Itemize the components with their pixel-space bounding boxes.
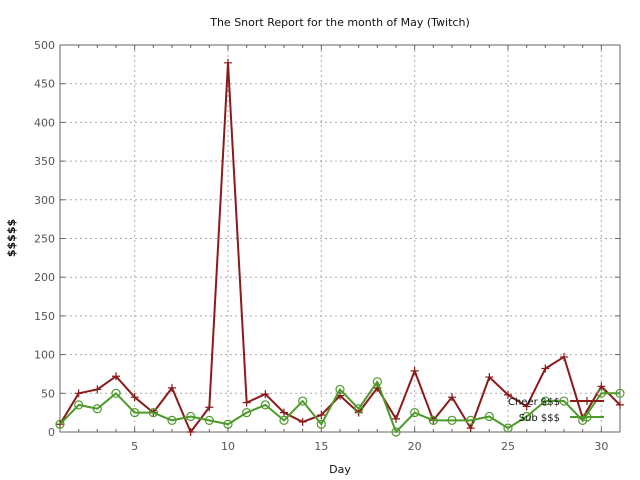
data-point xyxy=(485,373,494,382)
data-point xyxy=(428,415,438,425)
x-tick-label: 20 xyxy=(408,440,422,453)
y-tick-label: 350 xyxy=(34,155,55,168)
grid xyxy=(60,45,620,432)
data-point xyxy=(55,419,65,429)
data-point xyxy=(410,408,420,418)
data-point xyxy=(260,400,270,410)
y-tick-label: 250 xyxy=(34,233,55,246)
x-axis-title: Day xyxy=(329,463,351,476)
chart-title: The Snort Report for the month of May (T… xyxy=(209,16,470,29)
data-point xyxy=(503,423,513,433)
data-point xyxy=(560,352,568,361)
data-point xyxy=(540,396,550,406)
data-point xyxy=(298,417,307,426)
x-tick-label: 25 xyxy=(501,440,515,453)
data-point xyxy=(186,411,196,422)
legend-marker xyxy=(583,397,591,405)
y-tick-label: 150 xyxy=(34,310,55,323)
data-point xyxy=(391,427,401,437)
data-point xyxy=(112,372,120,381)
x-tick-label: 15 xyxy=(314,440,328,453)
data-point xyxy=(447,415,457,425)
data-point xyxy=(261,390,270,399)
legend: Cheer $$$ Sub $$$ xyxy=(508,397,604,424)
data-point xyxy=(466,415,476,425)
data-point xyxy=(522,411,532,422)
data-point xyxy=(372,377,382,387)
legend-label: Sub $$$ xyxy=(519,413,560,424)
data-point xyxy=(541,364,550,373)
y-tick-label: 100 xyxy=(34,349,55,362)
data-point xyxy=(205,403,214,412)
data-point xyxy=(92,404,102,414)
series-2 xyxy=(55,377,625,437)
data-point xyxy=(410,366,419,375)
data-point xyxy=(242,398,251,407)
data-point xyxy=(204,415,214,425)
y-tick-label: 300 xyxy=(34,194,55,207)
data-point xyxy=(242,408,252,418)
y-tick-label: 450 xyxy=(34,78,55,91)
data-point xyxy=(93,385,102,394)
data-point xyxy=(504,390,512,399)
y-axis: 0 50 100 150 200 250 300 350 400 450 500 xyxy=(34,39,620,439)
data-point xyxy=(74,389,83,398)
data-point xyxy=(354,404,364,414)
data-point xyxy=(615,388,625,398)
y-axis-title: $$$$$ xyxy=(5,219,18,257)
data-point xyxy=(298,396,308,406)
data-point xyxy=(148,408,158,418)
data-point xyxy=(168,383,176,392)
data-point xyxy=(596,388,606,398)
data-point xyxy=(392,414,400,423)
series-1 xyxy=(56,58,624,436)
y-tick-label: 0 xyxy=(48,426,55,439)
y-tick-label: 200 xyxy=(34,271,55,284)
y-tick-label: 50 xyxy=(41,387,55,400)
data-point xyxy=(448,393,456,402)
data-point xyxy=(130,408,140,418)
data-point xyxy=(316,419,326,429)
data-point xyxy=(559,396,569,406)
data-point xyxy=(484,411,494,422)
data-point xyxy=(280,408,288,417)
data-point xyxy=(224,58,232,67)
legend-label: Cheer $$$ xyxy=(508,397,560,408)
data-point xyxy=(335,384,345,395)
data-point xyxy=(74,400,84,410)
series-layer xyxy=(55,58,625,437)
data-point xyxy=(167,415,177,425)
legend-marker xyxy=(582,412,592,422)
data-point xyxy=(130,393,139,402)
x-tick-label: 10 xyxy=(221,440,235,453)
data-point xyxy=(223,419,233,429)
data-point xyxy=(279,415,289,425)
data-point xyxy=(616,400,624,409)
series-line xyxy=(59,61,621,433)
y-tick-label: 500 xyxy=(34,39,55,52)
data-point xyxy=(522,402,531,411)
y-tick-label: 400 xyxy=(34,116,55,129)
data-point xyxy=(466,424,475,433)
x-tick-label: 30 xyxy=(594,440,608,453)
x-tick-label: 5 xyxy=(131,440,138,453)
data-point xyxy=(111,388,121,398)
data-point xyxy=(317,410,326,419)
data-point xyxy=(186,428,195,436)
series-line xyxy=(59,380,620,433)
